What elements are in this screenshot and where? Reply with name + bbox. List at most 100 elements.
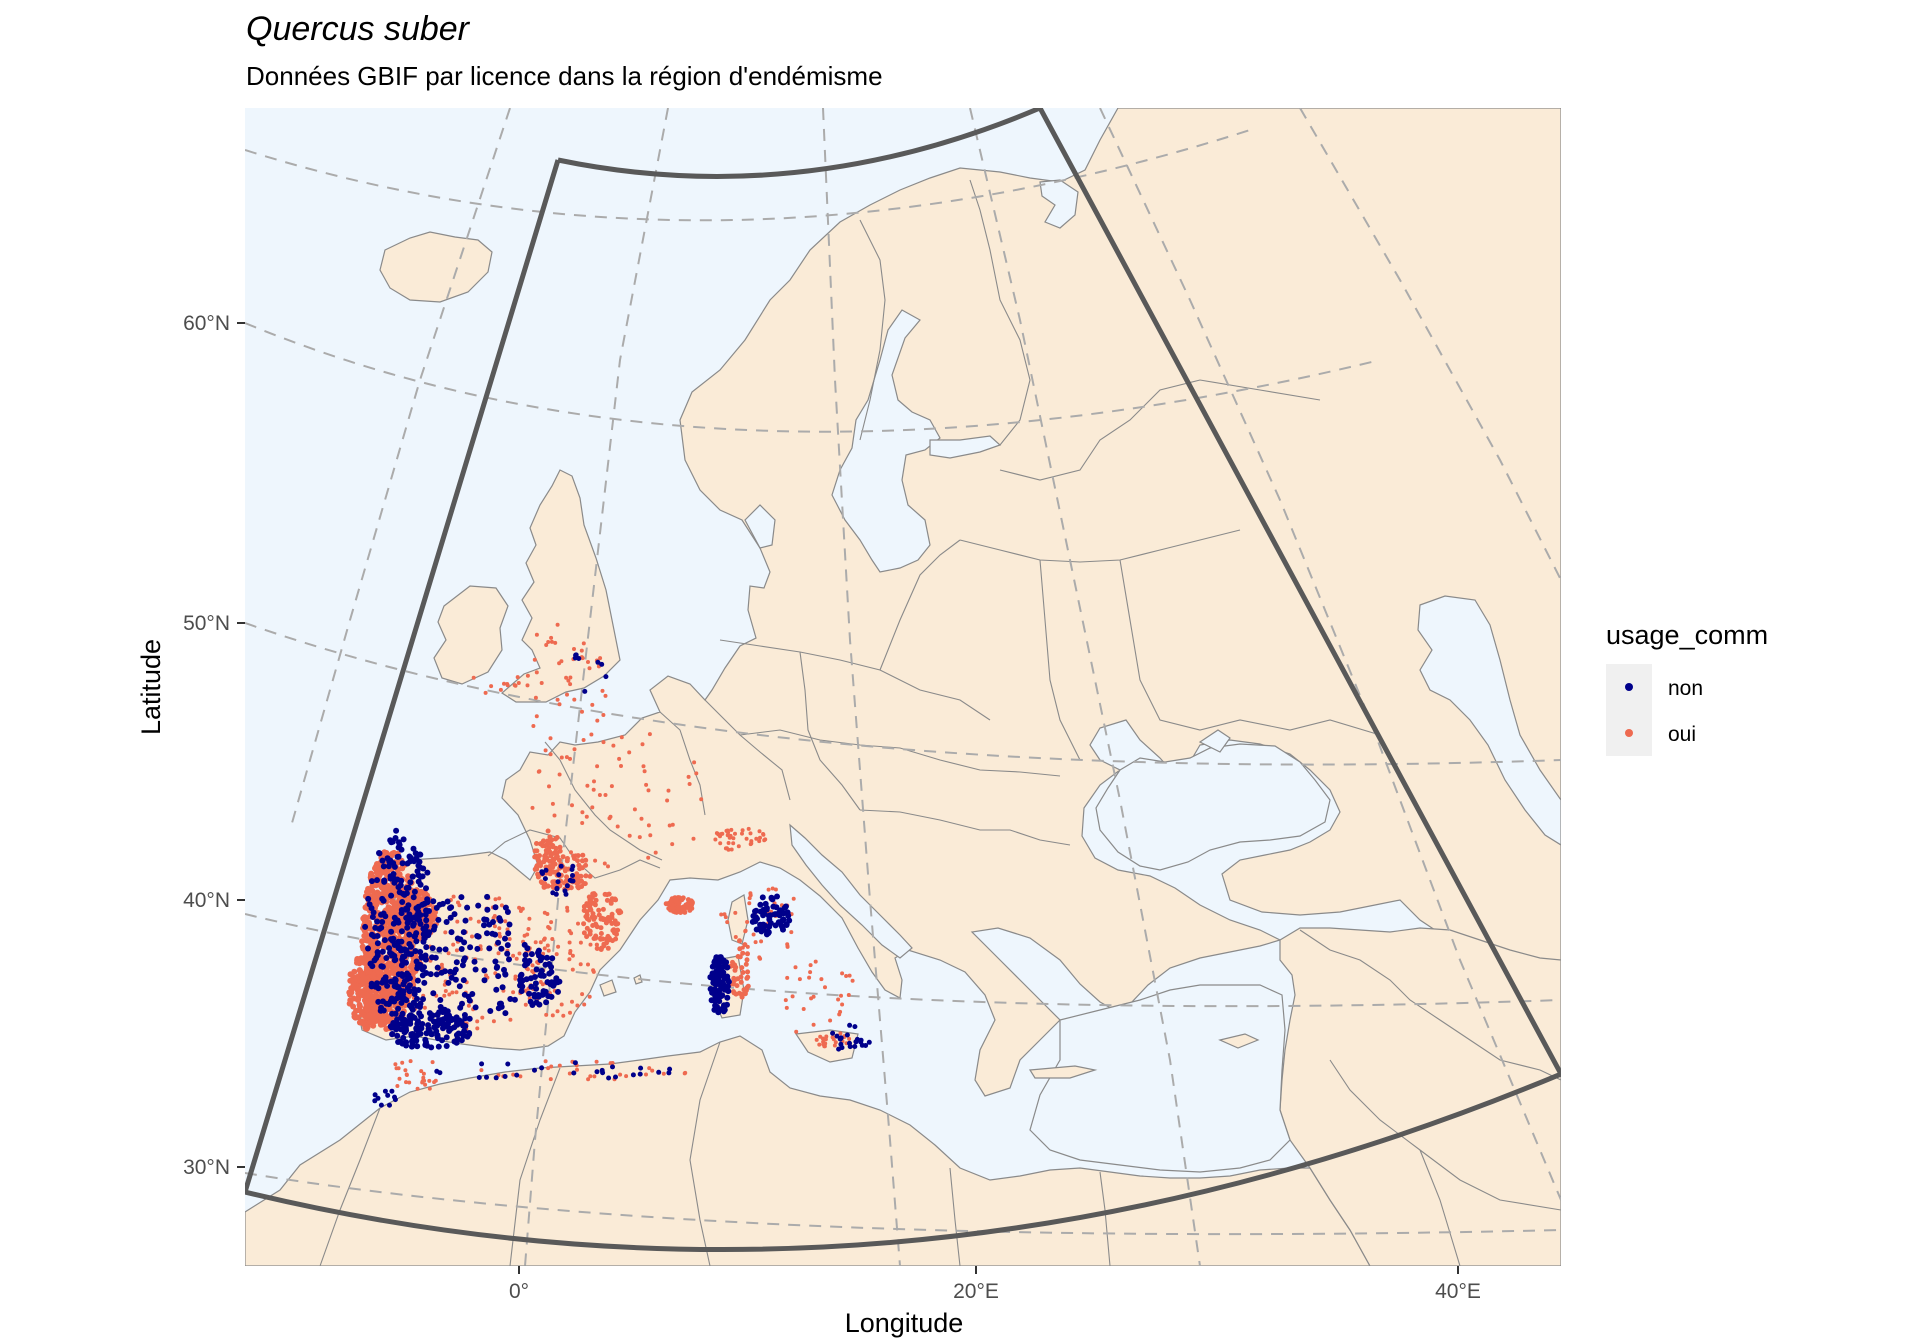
occurrence-point (423, 917, 430, 924)
occurrence-point (382, 941, 389, 948)
occurrence-point (549, 635, 554, 640)
occurrence-point (553, 640, 558, 645)
x-tick-label: 20°E (953, 1280, 999, 1303)
occurrence-point (785, 944, 790, 949)
occurrence-point (398, 907, 405, 913)
occurrence-point (613, 921, 619, 927)
occurrence-point (576, 921, 580, 926)
occurrence-point (717, 954, 724, 961)
occurrence-point (406, 941, 413, 947)
occurrence-point (405, 972, 412, 979)
occurrence-point (532, 1067, 537, 1073)
y-tick-label: 30°N (183, 1156, 230, 1179)
occurrence-point (613, 1074, 618, 1080)
occurrence-point (584, 925, 590, 931)
occurrence-point (379, 857, 386, 864)
occurrence-point (570, 953, 575, 958)
occurrence-point (528, 951, 535, 958)
occurrence-point (568, 682, 573, 687)
occurrence-point (794, 1029, 799, 1034)
occurrence-point (415, 1086, 420, 1091)
occurrence-point (603, 693, 608, 698)
occurrence-point (527, 916, 532, 921)
occurrence-point (347, 971, 354, 978)
occurrence-point (453, 1039, 460, 1046)
occurrence-point (638, 1065, 644, 1071)
occurrence-point (836, 997, 841, 1002)
occurrence-point (388, 928, 395, 935)
occurrence-point (544, 1012, 549, 1017)
occurrence-point (707, 974, 714, 981)
occurrence-point (560, 854, 566, 860)
occurrence-point (575, 884, 581, 890)
occurrence-point (744, 975, 750, 981)
occurrence-point (517, 905, 522, 910)
occurrence-point (539, 991, 546, 998)
occurrence-point (838, 1031, 843, 1036)
occurrence-point (368, 878, 375, 885)
occurrence-point (751, 932, 756, 937)
occurrence-point (430, 913, 435, 918)
occurrence-point (547, 926, 552, 931)
occurrence-point (543, 748, 548, 753)
occurrence-point (413, 930, 420, 937)
occurrence-point (729, 847, 734, 852)
occurrence-point (522, 957, 528, 964)
occurrence-point (462, 917, 469, 924)
occurrence-point (556, 944, 561, 949)
occurrence-point (557, 848, 563, 854)
occurrence-point (460, 957, 467, 964)
occurrence-point (592, 892, 598, 898)
occurrence-point (406, 931, 413, 938)
occurrence-point (722, 912, 727, 917)
occurrence-point (484, 893, 491, 900)
occurrence-point (584, 916, 590, 922)
occurrence-point (754, 836, 759, 841)
occurrence-point (580, 821, 585, 825)
occurrence-point (395, 971, 402, 978)
occurrence-point (398, 999, 405, 1006)
occurrence-point (738, 979, 744, 985)
occurrence-point (471, 958, 478, 965)
occurrence-point (532, 980, 539, 987)
occurrence-point (428, 1044, 435, 1051)
occurrence-point (595, 764, 600, 769)
occurrence-point (532, 657, 537, 662)
occurrence-point (676, 904, 682, 909)
occurrence-point (586, 1077, 591, 1082)
occurrence-point (568, 675, 573, 680)
occurrence-point (594, 1069, 600, 1075)
occurrence-point (476, 1075, 482, 1080)
occurrence-point (753, 940, 758, 945)
occurrence-point (404, 1072, 409, 1077)
occurrence-point (487, 1008, 494, 1014)
occurrence-point (739, 993, 745, 999)
occurrence-point (443, 1043, 450, 1049)
map-subtitle: Données GBIF par licence dans la région … (246, 61, 883, 91)
occurrence-point (601, 713, 606, 717)
occurrence-point (554, 885, 560, 891)
occurrence-point (391, 969, 398, 976)
occurrence-point (384, 982, 391, 989)
occurrence-point (417, 949, 424, 955)
occurrence-point (418, 954, 425, 961)
occurrence-point (539, 681, 544, 685)
occurrence-point (451, 911, 458, 918)
occurrence-point (721, 962, 728, 969)
occurrence-point (375, 998, 382, 1005)
occurrence-point (831, 1037, 836, 1042)
occurrence-point (502, 935, 508, 942)
occurrence-point (557, 772, 562, 777)
occurrence-point (481, 967, 488, 974)
occurrence-point (430, 990, 437, 997)
occurrence-point (627, 750, 632, 755)
occurrence-point (637, 1071, 643, 1077)
occurrence-point (820, 1036, 825, 1041)
occurrence-point (546, 845, 552, 851)
occurrence-point (731, 841, 736, 846)
occurrence-point (619, 764, 623, 768)
occurrence-point (759, 894, 766, 901)
occurrence-point (403, 890, 410, 897)
occurrence-point (584, 909, 590, 915)
occurrence-point (491, 1019, 496, 1024)
